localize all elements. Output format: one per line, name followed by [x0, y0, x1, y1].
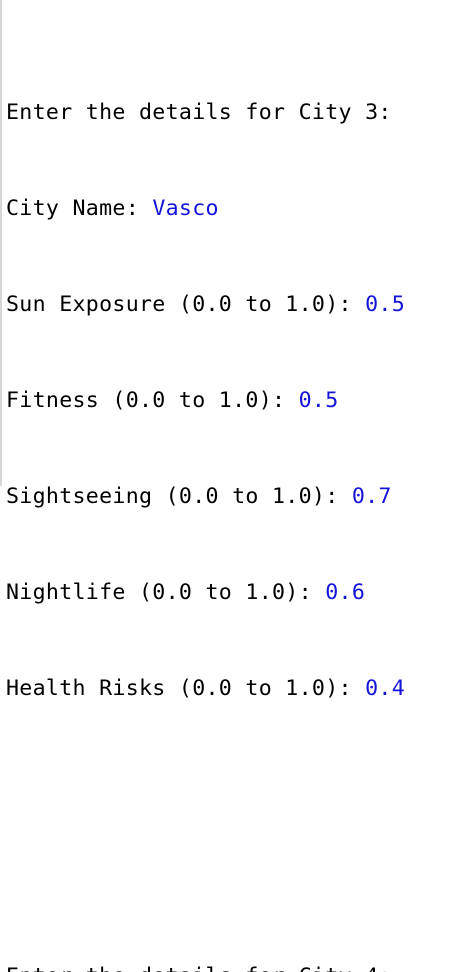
fitness-value: 0.5: [298, 388, 339, 413]
sun-exposure-prompt: Sun Exposure (0.0 to 1.0):: [6, 292, 366, 317]
city-3-header: Enter the details for City 3:: [6, 100, 392, 125]
city-3-sun-exposure-line: Sun Exposure (0.0 to 1.0): 0.5: [6, 289, 447, 321]
city-3-fitness-line: Fitness (0.0 to 1.0): 0.5: [6, 385, 447, 417]
city-4-header: Enter the details for City 4:: [6, 961, 447, 972]
nightlife-prompt: Nightlife (0.0 to 1.0):: [6, 580, 326, 605]
city-3-name-line: City Name: Vasco: [6, 193, 447, 225]
health-risks-value: 0.4: [365, 676, 406, 701]
city-3-health-risks-line: Health Risks (0.0 to 1.0): 0.4: [6, 673, 447, 705]
nightlife-value: 0.6: [325, 580, 366, 605]
city-3-nightlife-line: Nightlife (0.0 to 1.0): 0.6: [6, 577, 447, 609]
health-risks-prompt: Health Risks (0.0 to 1.0):: [6, 676, 366, 701]
sightseeing-prompt: Sightseeing (0.0 to 1.0):: [6, 484, 352, 509]
fitness-prompt: Fitness (0.0 to 1.0):: [6, 388, 299, 413]
console-left-border: [0, 0, 2, 486]
sightseeing-value: 0.7: [351, 484, 392, 509]
city-name-value: Vasco: [152, 196, 219, 221]
sun-exposure-value: 0.5: [365, 292, 406, 317]
console-output: Enter the details for City 3: City Name:…: [6, 1, 447, 972]
city-name-prompt: City Name:: [6, 196, 153, 221]
blank-line: [6, 801, 447, 833]
